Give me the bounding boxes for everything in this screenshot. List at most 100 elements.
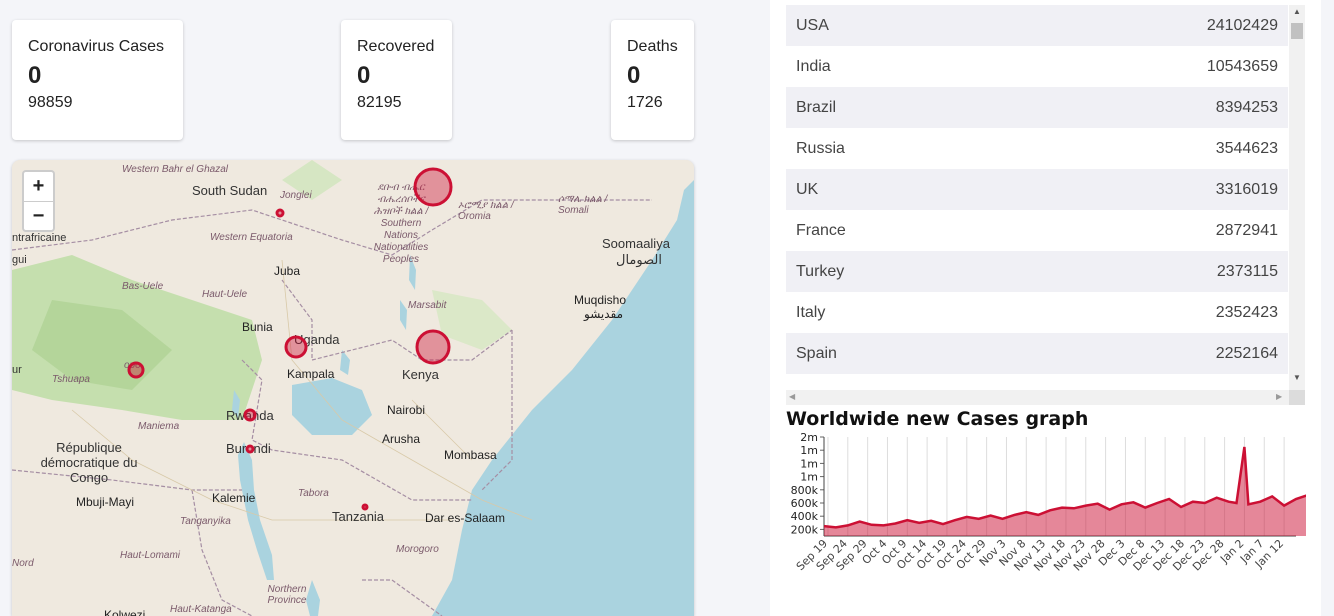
deaths-card[interactable]: Deaths 0 1726	[611, 20, 694, 140]
map-label: Western Bahr el Ghazal	[122, 164, 228, 175]
country-name: Italy	[796, 303, 826, 321]
recovered-total: 82195	[357, 94, 402, 111]
country-name: Turkey	[796, 262, 845, 280]
scroll-left-icon[interactable]: ◀	[789, 392, 796, 401]
map-label: Haut-Uele	[202, 289, 248, 300]
map-label: Juba	[274, 264, 301, 278]
map-tiles	[12, 160, 694, 616]
map-label: Dar es-Salaam	[425, 511, 506, 525]
map-label: Soomaaliya	[602, 236, 670, 251]
country-name: UK	[796, 180, 819, 198]
country-name: Brazil	[796, 98, 837, 116]
deaths-title: Deaths	[627, 38, 678, 55]
map-label: Haut-Katanga	[170, 604, 232, 615]
map-label: Arusha	[382, 432, 421, 446]
y-tick-label: 1m	[800, 444, 818, 457]
map-label: ኦሮሚያ ክልል / Oromia	[458, 200, 514, 222]
deaths-total: 1726	[627, 94, 663, 111]
case-circles	[127, 167, 453, 511]
country-name: USA	[796, 16, 829, 34]
scroll-down-icon[interactable]: ▼	[1293, 373, 1301, 382]
table-row[interactable]: France 2872941	[786, 210, 1288, 251]
scroll-up-icon[interactable]: ▲	[1293, 7, 1301, 16]
map-label: Rwanda	[226, 408, 274, 423]
scrollbar-thumb[interactable]	[1291, 23, 1303, 39]
country-rows: USA 24102429 India 10543659 Brazil 8394253 Rus…	[786, 5, 1288, 374]
cases-card[interactable]: Coronavirus Cases 0 98859	[12, 20, 183, 140]
country-name: India	[796, 57, 831, 75]
map-label: South Sudan	[192, 183, 268, 198]
table-row[interactable]: Brazil 8394253	[786, 87, 1288, 128]
y-tick-label: 1m	[800, 457, 818, 470]
table-row[interactable]: USA 24102429	[786, 5, 1288, 46]
table-horizontal-scrollbar[interactable]: ◀ ▶	[786, 390, 1289, 405]
case-circle-tanzania[interactable]	[361, 503, 369, 511]
map-label: République démocratique du Congo	[40, 440, 138, 485]
map-label: Nairobi	[387, 403, 426, 417]
map-label: ur	[12, 364, 22, 376]
zoom-out-button[interactable]: −	[24, 201, 53, 230]
case-circle-kenya[interactable]	[415, 329, 451, 365]
series-area	[824, 446, 1306, 536]
map-label: Mbuji-Mayi	[76, 495, 135, 509]
right-panel: USA 24102429 India 10543659 Brazil 8394253 Rus…	[770, 0, 1321, 616]
country-cases: 3316019	[1215, 180, 1278, 198]
case-circle-south-sudan[interactable]	[275, 208, 285, 218]
case-circle-burundi[interactable]	[245, 444, 255, 454]
y-tick-label: 1m	[800, 471, 818, 484]
map-label: Kenya	[402, 367, 439, 382]
cases-total: 98859	[28, 94, 73, 111]
table-row[interactable]: Russia 3544623	[786, 128, 1288, 169]
recovered-title: Recovered	[357, 38, 435, 55]
map-label: Tabora	[298, 488, 329, 499]
country-cases: 24102429	[1206, 16, 1278, 34]
map-label: Muqdisho	[574, 293, 627, 307]
table-row[interactable]: Turkey 2373115	[786, 251, 1288, 292]
case-circle-drc[interactable]	[127, 361, 145, 379]
map-label: Kalemie	[212, 491, 256, 505]
country-cases: 10543659	[1206, 57, 1278, 75]
case-circle-ethiopia[interactable]	[413, 167, 453, 207]
y-tick-label: 200k	[791, 523, 819, 536]
world-map[interactable]: + − Western Bahr el Ghazal South Sudan J…	[12, 160, 694, 616]
table-row[interactable]: Spain 2252164	[786, 333, 1288, 374]
cases-title: Coronavirus Cases	[28, 38, 165, 55]
map-label: gui	[12, 254, 27, 266]
zoom-controls: + −	[22, 170, 55, 232]
country-cases: 2373115	[1216, 262, 1278, 280]
table-row[interactable]: UK 3316019	[786, 169, 1288, 210]
recovered-card[interactable]: Recovered 0 82195	[341, 20, 452, 140]
map-label: Tanganyika	[180, 516, 231, 527]
country-cases: 8394253	[1215, 98, 1278, 116]
series-line	[823, 446, 1306, 529]
country-cases: 2352423	[1215, 303, 1278, 321]
map-label: Bunia	[242, 320, 273, 334]
case-circle-rwanda[interactable]	[243, 408, 257, 422]
country-cases: 2252164	[1215, 344, 1278, 362]
map-label: Mombasa	[444, 448, 497, 462]
map-label: ደቡብ ብሔር ብሔረሰቦችና ሕዝቦች ክልል / Southern Nati…	[373, 182, 429, 265]
deaths-today: 0	[627, 62, 641, 89]
map-label: Marsabit	[408, 300, 447, 311]
table-row[interactable]: India 10543659	[786, 46, 1288, 87]
map-label: Western Equatoria	[210, 232, 293, 243]
country-cases: 3544623	[1215, 139, 1278, 157]
map-label: Tanzania	[332, 509, 385, 524]
map-label: Kolwezi	[104, 608, 146, 616]
map-label: الصومال	[616, 252, 662, 267]
graph-title: Worldwide new Cases graph	[786, 408, 1089, 430]
case-circle-uganda[interactable]	[284, 335, 308, 359]
table-vertical-scrollbar[interactable]: ▲ ▼	[1289, 5, 1305, 390]
map-label: Nord	[12, 558, 34, 569]
map-label: مقديشو	[584, 307, 624, 321]
country-name: Russia	[796, 139, 845, 157]
zoom-in-button[interactable]: +	[32, 175, 45, 197]
country-table[interactable]: USA 24102429 India 10543659 Brazil 8394253 Rus…	[786, 5, 1305, 405]
map-label: Morogoro	[396, 544, 439, 555]
scroll-right-icon[interactable]: ▶	[1276, 392, 1283, 401]
country-name: France	[796, 221, 846, 239]
map-label: Jonglei	[280, 190, 312, 201]
table-row[interactable]: Italy 2352423	[786, 292, 1288, 333]
recovered-today: 0	[357, 62, 371, 89]
scrollbar-corner	[1289, 390, 1305, 405]
